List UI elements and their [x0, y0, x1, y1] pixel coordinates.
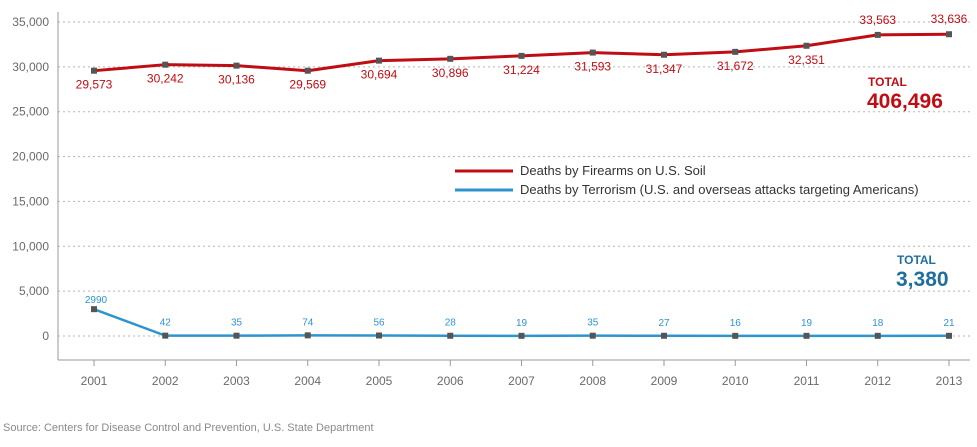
terrorism-point — [946, 332, 952, 339]
firearms-point — [91, 67, 97, 74]
firearms-data-label: 31,347 — [646, 62, 683, 76]
x-tick-label: 2001 — [81, 374, 108, 388]
terrorism-data-label: 74 — [302, 317, 314, 328]
terrorism-point — [732, 332, 739, 339]
legend-label-terrorism: Deaths by Terrorism (U.S. and overseas a… — [520, 182, 919, 197]
terrorism-point — [304, 332, 311, 339]
terrorism-data-label: 56 — [373, 317, 385, 328]
axes: 0 5,000 10,000 15,000 20,000 25,000 30,000 35,0… — [12, 12, 970, 388]
terrorism-point — [376, 332, 382, 339]
terrorism-point — [162, 332, 169, 339]
terrorism-point — [874, 332, 881, 339]
terrorism-data-label: 19 — [801, 318, 813, 329]
terrorism-point — [233, 332, 240, 339]
x-tick-label: 2011 — [794, 374, 820, 388]
x-tick-label: 2006 — [437, 374, 464, 388]
firearms-point — [946, 31, 952, 38]
terrorism-data-label: 35 — [587, 318, 599, 329]
total-terrorism-value: 3,380 — [896, 268, 949, 291]
terrorism-point — [518, 332, 525, 339]
y-tick-label: 15,000 — [12, 194, 49, 208]
y-tick-label: 20,000 — [12, 150, 49, 164]
firearms-point — [447, 55, 454, 62]
firearms-data-label: 33,563 — [859, 13, 896, 27]
total-firearms-value: 406,496 — [867, 90, 943, 113]
firearms-data-label: 30,694 — [361, 68, 398, 82]
firearms-data-label: 33,636 — [931, 12, 968, 26]
y-tick-label: 10,000 — [12, 239, 49, 253]
y-tick-label: 25,000 — [12, 105, 49, 119]
firearms-point — [518, 52, 525, 59]
firearms-point — [732, 48, 739, 55]
total-terrorism-caption: TOTAL — [897, 253, 936, 267]
y-tick-label: 30,000 — [12, 60, 49, 74]
total-terrorism: TOTAL 3,380 — [896, 253, 949, 291]
terrorism-data-label: 27 — [658, 318, 670, 329]
firearms-point — [589, 49, 596, 56]
x-tick-label: 2012 — [864, 374, 891, 388]
firearms-data-label: 31,672 — [717, 59, 754, 73]
source-note: Source: Centers for Disease Control and … — [3, 422, 374, 434]
x-tick-label: 2003 — [223, 374, 250, 388]
x-tick-label: 2007 — [508, 374, 535, 388]
y-tick-label: 0 — [42, 329, 49, 343]
x-tick-label: 2013 — [936, 374, 963, 388]
legend-label-firearms: Deaths by Firearms on U.S. Soil — [520, 163, 706, 178]
firearms-data-label: 31,224 — [503, 63, 540, 77]
firearms-data-label: 32,351 — [788, 53, 825, 67]
firearms-data-label: 29,569 — [289, 78, 326, 92]
total-firearms: TOTAL 406,496 — [867, 75, 943, 113]
terrorism-point — [91, 306, 97, 313]
x-tick-label: 2008 — [579, 374, 606, 388]
y-tick-label: 5,000 — [19, 284, 49, 298]
firearms-data-label: 31,593 — [574, 60, 611, 74]
x-tick-label: 2005 — [366, 374, 393, 388]
x-tick-label: 2010 — [722, 374, 749, 388]
firearms-point — [304, 67, 311, 74]
terrorism-point — [803, 332, 810, 339]
total-firearms-caption: TOTAL — [868, 75, 907, 89]
firearms-point — [233, 62, 240, 69]
x-tick-label: 2002 — [152, 374, 179, 388]
series: 29,573 30,242 30,136 29,569 30,694 30,896 31,2… — [76, 12, 968, 339]
legend: Deaths by Firearms on U.S. Soil Deaths b… — [455, 163, 919, 197]
terrorism-point — [661, 332, 667, 339]
x-tick-label: 2009 — [651, 374, 678, 388]
x-tick-label: 2004 — [294, 374, 321, 388]
firearms-point — [661, 51, 667, 58]
terrorism-data-label: 21 — [943, 318, 955, 329]
grid — [58, 21, 970, 337]
terrorism-data-label: 35 — [231, 318, 243, 329]
firearms-point — [803, 42, 810, 49]
terrorism-data-label: 19 — [516, 318, 528, 329]
y-tick-label: 35,000 — [12, 15, 49, 29]
terrorism-data-label: 16 — [730, 318, 742, 329]
terrorism-point — [589, 332, 596, 339]
firearms-data-label: 30,136 — [218, 73, 255, 87]
terrorism-data-label: 42 — [160, 318, 172, 329]
firearms-point — [376, 57, 382, 64]
firearms-data-label: 30,896 — [432, 66, 469, 80]
firearms-data-label: 29,573 — [76, 78, 113, 92]
terrorism-data-label: 28 — [445, 318, 457, 329]
firearms-point — [162, 61, 169, 68]
firearms-point — [874, 31, 881, 38]
terrorism-data-label: 2990 — [85, 295, 108, 306]
terrorism-point — [447, 332, 454, 339]
terrorism-data-label: 18 — [872, 318, 884, 329]
firearms-data-label: 30,242 — [147, 72, 184, 86]
